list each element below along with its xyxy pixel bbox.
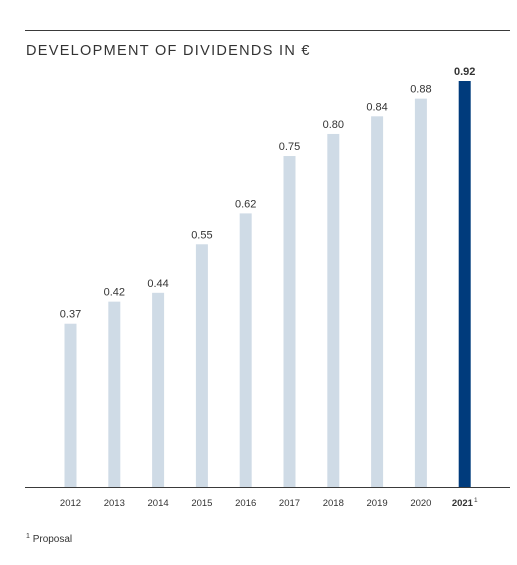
bar-2014 bbox=[152, 292, 165, 487]
bar-2017 bbox=[283, 156, 296, 488]
bar-2013 bbox=[108, 301, 121, 487]
tick-label-2013: 2013 bbox=[104, 498, 125, 509]
chart-title: DEVELOPMENT OF DIVIDENDS IN € bbox=[26, 43, 311, 59]
value-label-2013: 0.42 bbox=[104, 287, 125, 299]
footnote-marker: 1 bbox=[26, 533, 30, 540]
x-tick-labels-group: 2012 2013 2014 2015 2016 2017 2018 2019 2020 2021… bbox=[60, 497, 478, 509]
tick-label-2014: 2014 bbox=[148, 498, 169, 509]
bar-2015 bbox=[195, 244, 208, 487]
tick-label-2016: 2016 bbox=[235, 498, 256, 509]
footnote-text: Proposal bbox=[32, 534, 73, 545]
bar-2012 bbox=[64, 323, 77, 487]
value-labels-group: 0.37 0.42 0.44 0.55 0.62 0.75 0.80 0.84 0.88 0.92 bbox=[60, 66, 476, 321]
tick-label-2015: 2015 bbox=[191, 498, 212, 509]
value-label-2020: 0.88 bbox=[410, 84, 431, 96]
bar-2016 bbox=[239, 213, 252, 488]
value-label-2019: 0.84 bbox=[366, 101, 387, 113]
tick-label-2021: 20211 bbox=[452, 497, 478, 509]
value-label-2018: 0.80 bbox=[323, 119, 344, 131]
tick-label-2020: 2020 bbox=[410, 498, 431, 509]
bar-2021 bbox=[458, 81, 471, 487]
bar-2020 bbox=[414, 98, 427, 488]
value-label-2017: 0.75 bbox=[279, 141, 300, 153]
tick-label-2012: 2012 bbox=[60, 498, 81, 509]
bar-2018 bbox=[327, 133, 340, 487]
value-label-2016: 0.62 bbox=[235, 198, 256, 210]
dividend-bar-chart: 0.37 0.42 0.44 0.55 0.62 0.75 0.80 0.84 0.88 0.92… bbox=[25, 66, 510, 509]
value-label-2015: 0.55 bbox=[191, 229, 212, 241]
value-label-2012: 0.37 bbox=[60, 309, 81, 321]
bars-group bbox=[64, 81, 471, 488]
tick-label-2017: 2017 bbox=[279, 498, 300, 509]
tick-label-2018: 2018 bbox=[323, 498, 344, 509]
tick-label-superscript: 1 bbox=[474, 497, 478, 504]
tick-label-2019: 2019 bbox=[367, 498, 388, 509]
top-rule bbox=[25, 30, 510, 31]
value-label-2021: 0.92 bbox=[454, 66, 475, 78]
bar-2019 bbox=[371, 116, 384, 487]
footnote: 1 Proposal bbox=[26, 533, 73, 545]
value-label-2014: 0.44 bbox=[147, 278, 168, 290]
